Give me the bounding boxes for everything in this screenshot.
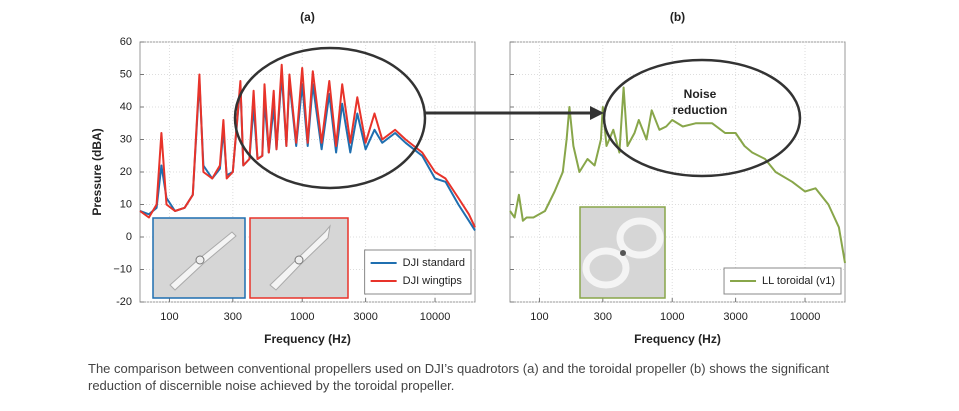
y-tick-label: 0 — [126, 231, 132, 243]
x-tick-label: 3000 — [353, 311, 377, 323]
propeller-images — [152, 206, 666, 299]
annotation-shapes — [233, 46, 802, 190]
y-axis-label: Pressure (dBA) — [90, 128, 104, 215]
x-tick-label: 1000 — [660, 311, 684, 323]
x-axis-label: Frequency (Hz) — [634, 332, 721, 346]
caption: The comparison between conventional prop… — [88, 361, 830, 393]
legend-label: LL toroidal (v1) — [762, 275, 835, 287]
y-tick-label: 30 — [120, 133, 132, 145]
annotation: Noise reduction — [672, 87, 728, 117]
line — [139, 63, 476, 228]
x-tick-label: 100 — [160, 311, 178, 323]
x-tick-label: 300 — [594, 311, 612, 323]
y-tick-label: 40 — [120, 101, 132, 113]
chart-title: (a) — [300, 10, 315, 24]
legend-label: DJI standard — [403, 257, 465, 269]
plot-area — [509, 41, 846, 303]
legend-label: DJI wingtips — [403, 275, 463, 287]
y-tick-label: −10 — [113, 263, 132, 275]
y-tick-label: 10 — [120, 198, 132, 210]
x-tick-label: 100 — [530, 311, 548, 323]
y-tick-label: 60 — [120, 36, 132, 48]
x-tick-label: 1000 — [290, 311, 314, 323]
x-tick-label: 3000 — [723, 311, 747, 323]
y-tick-label: 20 — [120, 166, 132, 178]
x-tick-label: 10000 — [790, 311, 821, 323]
y-tick-label: 50 — [120, 68, 132, 80]
x-tick-label: 10000 — [420, 311, 451, 323]
legend — [364, 249, 472, 295]
x-axis-label: Frequency (Hz) — [264, 332, 351, 346]
x-tick-label: 300 — [224, 311, 242, 323]
chart-title: (b) — [670, 10, 685, 24]
y-tick-label: -20 — [116, 296, 132, 308]
line — [509, 86, 846, 264]
